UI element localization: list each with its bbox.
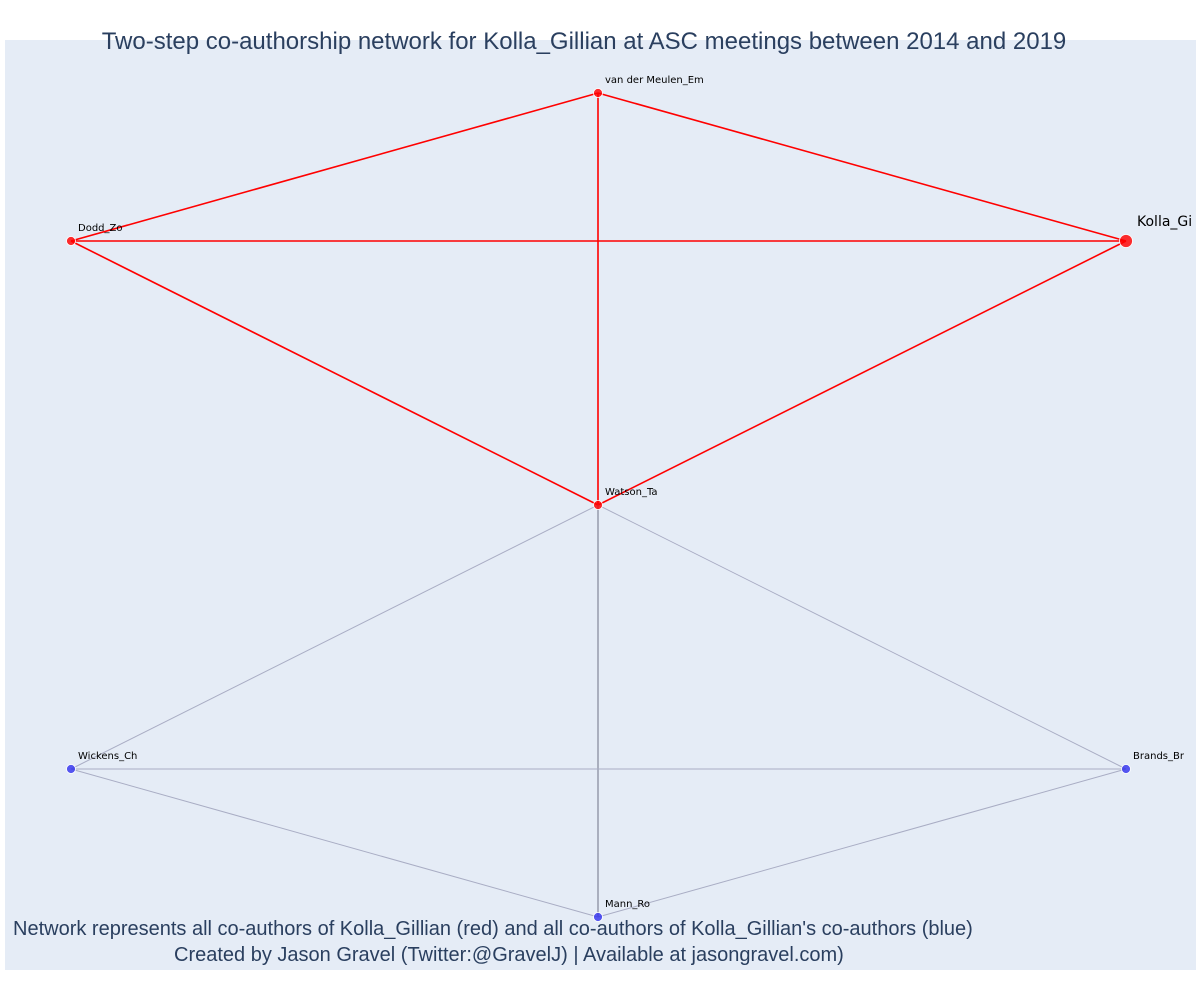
labels-layer: Kolla_Gi van der Meulen_Em Dodd_Zo Watson_T…: [78, 75, 1192, 910]
edge-vandermeulen-kolla: [598, 93, 1126, 241]
node-label-wickens: Wickens_Ch: [78, 751, 137, 762]
edge-vandermeulen-dodd: [71, 93, 598, 241]
caption-credits: Created by Jason Gravel (Twitter:@Gravel…: [174, 944, 844, 967]
edge-dodd-watson: [71, 241, 598, 505]
node-label-kolla: Kolla_Gi: [1137, 214, 1192, 230]
node-label-brands: Brands_Br: [1133, 751, 1185, 762]
caption-description: Network represents all co-authors of Kol…: [13, 918, 973, 941]
chart-title: Two-step co-authorship network for Kolla…: [0, 28, 1168, 56]
node-watson[interactable]: [594, 501, 603, 510]
node-label-mann: Mann_Ro: [605, 899, 650, 910]
node-brands[interactable]: [1122, 765, 1131, 774]
node-wickens[interactable]: [67, 765, 76, 774]
node-label-dodd: Dodd_Zo: [78, 223, 122, 234]
edge-watson-brands: [598, 505, 1126, 769]
node-kolla[interactable]: [1120, 235, 1133, 248]
nodes-layer: [67, 89, 1133, 922]
node-dodd[interactable]: [67, 237, 76, 246]
node-label-vandermeulen: van der Meulen_Em: [605, 75, 704, 86]
node-vandermeulen[interactable]: [594, 89, 603, 98]
edge-watson-kolla: [598, 241, 1126, 505]
edge-watson-wickens: [71, 505, 598, 769]
edge-brands-mann: [598, 769, 1126, 917]
edge-wickens-mann: [71, 769, 598, 917]
node-label-watson: Watson_Ta: [605, 487, 658, 498]
